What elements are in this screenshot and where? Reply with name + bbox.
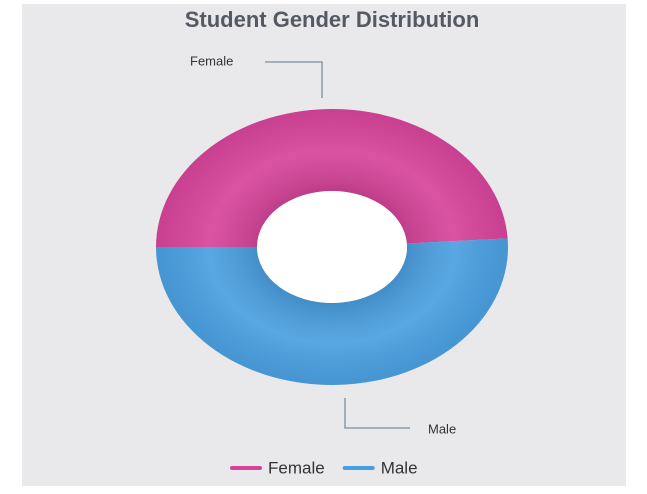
legend: Female Male	[230, 458, 418, 477]
connector-line	[344, 398, 410, 429]
connector-line	[265, 61, 323, 98]
donut	[155, 108, 508, 385]
slice-label: Male	[428, 421, 456, 436]
chart-title: Student Gender Distribution	[185, 7, 480, 32]
legend-label: Male	[381, 458, 418, 477]
legend-label: Female	[268, 458, 325, 477]
slice-label: Female	[190, 53, 233, 68]
donut-hole	[257, 191, 407, 303]
